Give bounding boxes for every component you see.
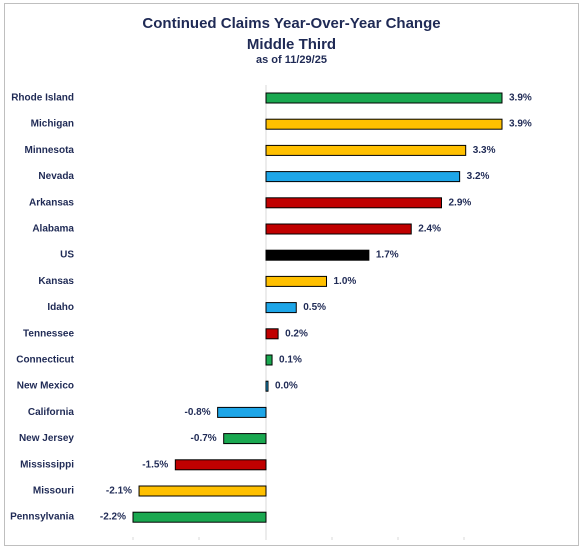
category-label: California: [28, 407, 75, 418]
value-label: 3.9%: [509, 93, 532, 104]
bar: [265, 380, 269, 392]
bar: [265, 328, 279, 340]
category-label: Idaho: [47, 302, 74, 313]
category-label: Arkansas: [29, 197, 74, 208]
bar: [265, 223, 412, 235]
value-label: -0.7%: [191, 433, 217, 444]
value-label: -2.2%: [100, 512, 126, 523]
bar: [265, 249, 370, 261]
bar: [174, 459, 267, 471]
category-label: New Mexico: [17, 381, 74, 392]
value-label: 2.4%: [418, 224, 441, 235]
value-label: 0.5%: [303, 302, 326, 313]
category-label: Missouri: [33, 486, 74, 497]
category-label: Rhode Island: [11, 93, 74, 104]
value-label: 1.7%: [376, 250, 399, 261]
value-label: 3.9%: [509, 119, 532, 130]
bar: [223, 433, 267, 445]
category-label: US: [60, 250, 74, 261]
bar: [265, 118, 503, 130]
value-label: 0.1%: [279, 355, 302, 366]
category-label: Nevada: [38, 171, 74, 182]
category-label: Tennessee: [23, 328, 74, 339]
category-label: Mississippi: [20, 459, 74, 470]
chart-subtitle: Middle Third: [246, 36, 337, 53]
bar: [265, 354, 273, 366]
bar: [265, 302, 297, 314]
value-label: 3.2%: [467, 171, 490, 182]
value-label: -1.5%: [142, 459, 168, 470]
chart-title: Continued Claims Year-Over-Year Change: [142, 15, 441, 32]
category-label: Pennsylvania: [10, 512, 74, 523]
category-label: Alabama: [32, 224, 74, 235]
value-label: 3.3%: [473, 145, 496, 156]
bar: [217, 406, 267, 418]
value-label: 0.0%: [275, 381, 298, 392]
bar: [265, 144, 467, 156]
chart-date-note: as of 11/29/25: [256, 54, 327, 66]
value-label: 1.0%: [334, 276, 357, 287]
bar: [138, 485, 267, 497]
category-label: Kansas: [38, 276, 74, 287]
bar: [265, 275, 328, 287]
category-label: Minnesota: [25, 145, 75, 156]
bar: [265, 171, 461, 183]
category-label: Michigan: [31, 119, 74, 130]
value-label: 0.2%: [285, 328, 308, 339]
value-label: -2.1%: [106, 486, 132, 497]
value-label: 2.9%: [448, 197, 471, 208]
bar: [132, 511, 267, 523]
value-label: -0.8%: [185, 407, 211, 418]
category-label: Connecticut: [16, 355, 74, 366]
bar: [265, 92, 503, 104]
bar: [265, 197, 442, 209]
category-label: New Jersey: [19, 433, 74, 444]
